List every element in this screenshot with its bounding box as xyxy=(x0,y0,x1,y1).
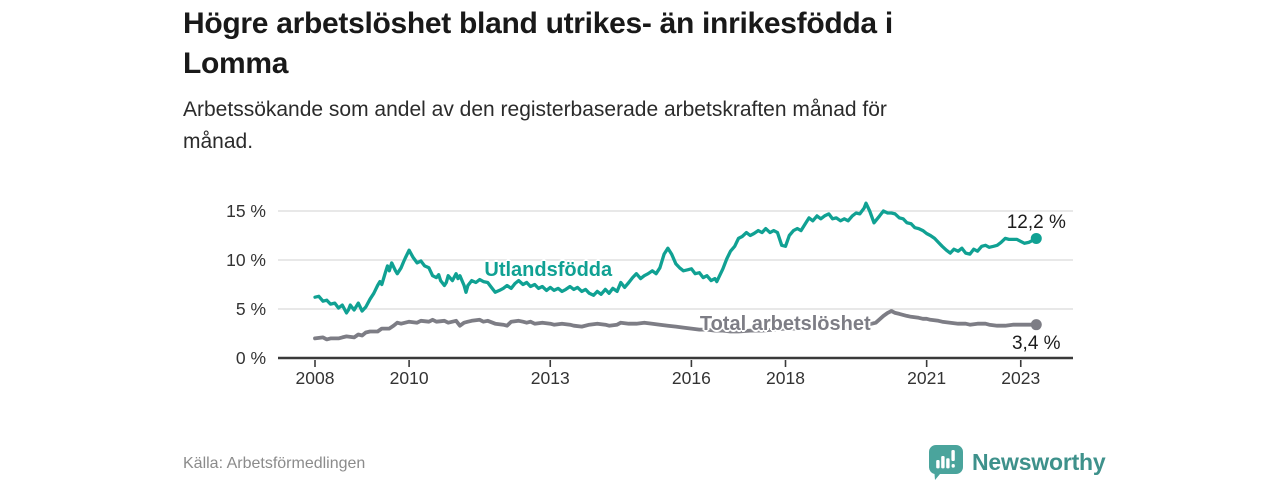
y-axis-label: 5 % xyxy=(235,299,266,319)
page-title-line-1: Högre arbetslöshet bland utrikes- än inr… xyxy=(183,7,893,40)
y-axis-label: 0 % xyxy=(235,348,266,368)
x-axis-label: 2023 xyxy=(1001,368,1041,388)
logo-bar-2 xyxy=(941,455,945,468)
logo-bar-1 xyxy=(936,459,940,468)
x-axis-label: 2018 xyxy=(766,368,805,388)
series-label: Total arbetslöshet xyxy=(699,313,871,336)
end-value-label: 3,4 % xyxy=(1011,332,1061,354)
logo-bar-3 xyxy=(946,457,950,468)
subtitle-line-1: Arbetssökande som andel av den registerb… xyxy=(183,98,887,121)
source-note: Källa: Arbetsförmedlingen xyxy=(183,455,366,472)
logo-exclamation-bar xyxy=(951,449,955,461)
page-title-line-2: Lomma xyxy=(183,47,289,80)
bar-chart-speech-bubble-icon xyxy=(929,444,963,480)
x-axis-label: 2021 xyxy=(907,368,947,388)
end-dot-total-arbetsloshet xyxy=(1030,319,1042,331)
x-axis-label: 2010 xyxy=(389,368,429,388)
x-axis-label: 2013 xyxy=(530,368,570,388)
logo-exclamation-dot xyxy=(951,463,955,468)
end-value-label: 12,2 % xyxy=(1006,212,1066,234)
x-axis-label: 2016 xyxy=(671,368,711,388)
newsworthy-wordmark: Newsworthy xyxy=(972,448,1106,475)
y-axis-label: 15 % xyxy=(226,201,266,221)
y-axis-label: 10 % xyxy=(226,250,266,270)
x-axis-label: 2008 xyxy=(295,368,335,388)
subtitle-line-2: månad. xyxy=(183,130,254,153)
line-utlandsfodda xyxy=(313,201,1038,315)
end-dot-utlandsfodda xyxy=(1030,232,1042,244)
line-total-arbetsloshet xyxy=(313,309,1039,342)
series-label: Utlandsfödda xyxy=(484,258,613,281)
newsworthy-logo: Newsworthy xyxy=(929,444,1129,480)
